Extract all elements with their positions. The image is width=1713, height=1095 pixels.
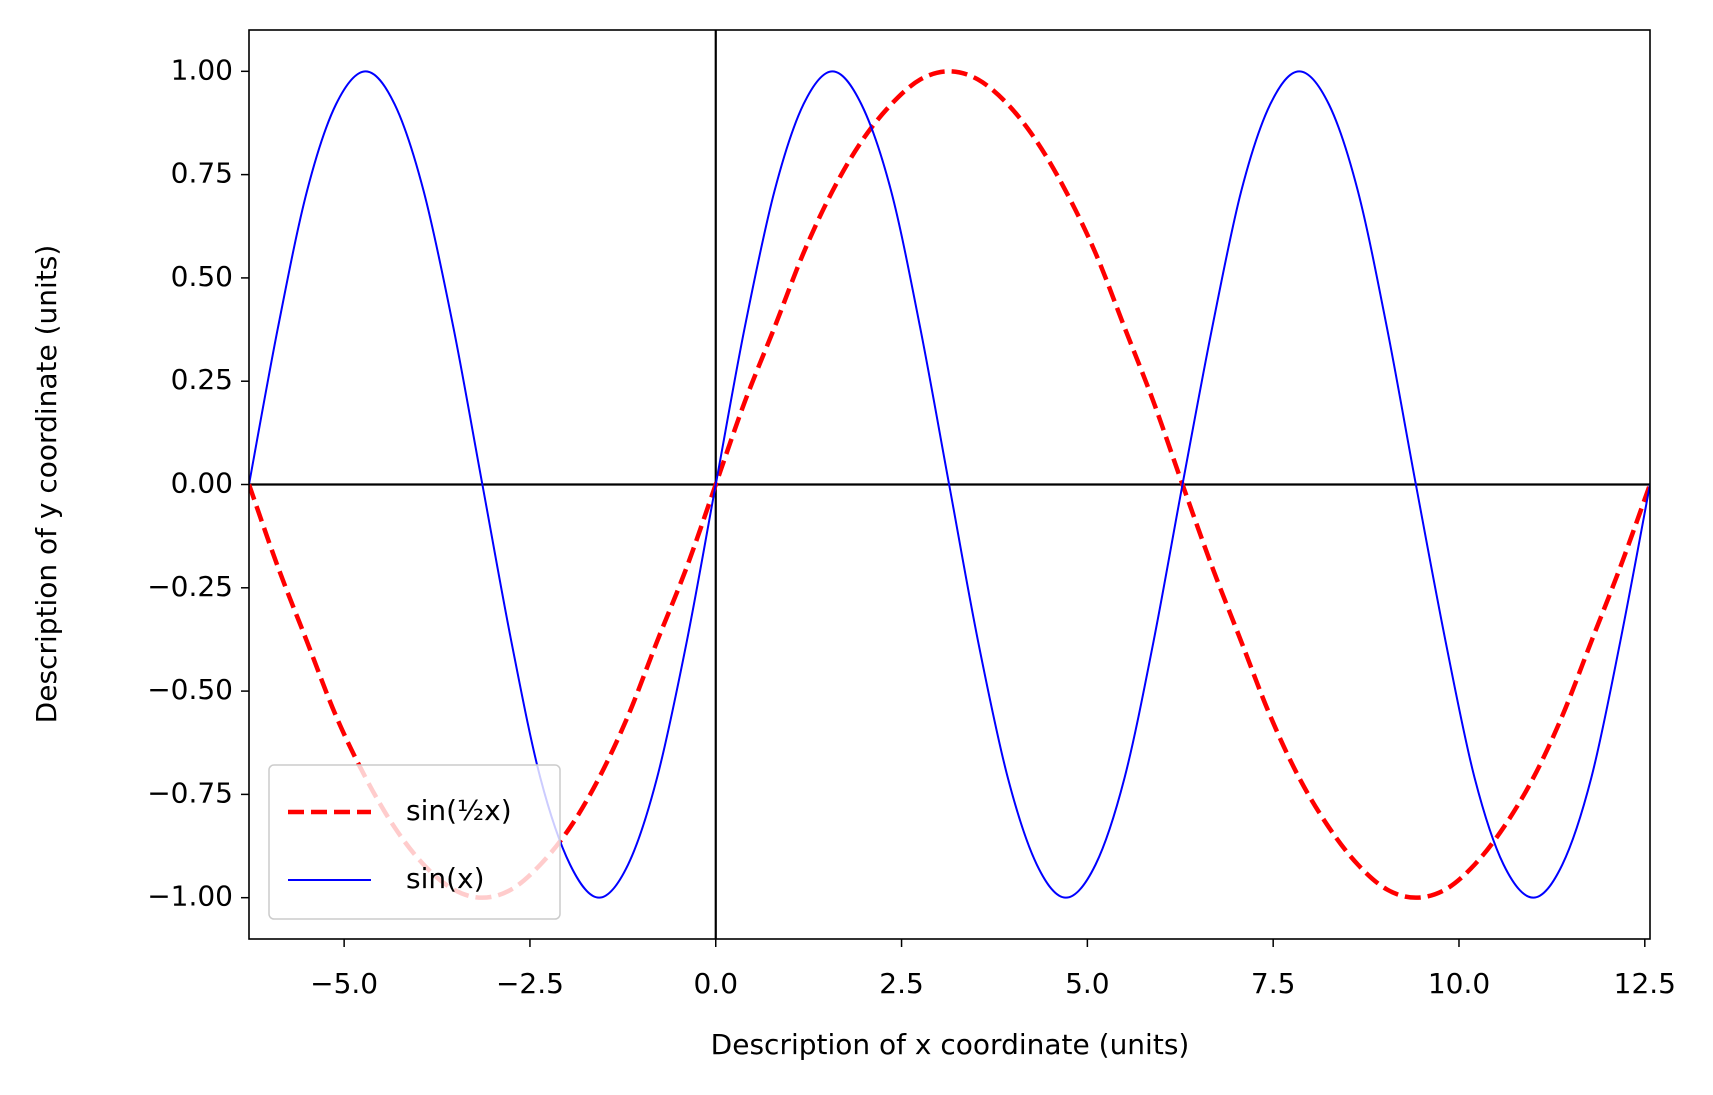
y-tick-label: −1.00: [147, 880, 233, 913]
y-tick-label: 0.00: [171, 467, 233, 500]
x-tick-label: 5.0: [1065, 967, 1110, 1000]
series-line: [249, 70, 1650, 899]
x-tick-label: −5.0: [310, 967, 378, 1000]
y-tick-label: −0.50: [147, 673, 233, 706]
x-tick-label: 2.5: [879, 967, 924, 1000]
y-tick-label: 0.50: [171, 260, 233, 293]
y-tick-label: 1.00: [171, 53, 233, 86]
x-tick-label: 10.0: [1428, 967, 1490, 1000]
legend-label: sin(½x): [406, 794, 512, 827]
y-axis-label: Description of y coordinate (units): [30, 245, 63, 724]
x-tick-label: −2.5: [496, 967, 564, 1000]
y-tick-label: 0.25: [171, 363, 233, 396]
y-tick-label: −0.75: [147, 776, 233, 809]
axes-frame: [248, 29, 1651, 940]
x-axis-label: Description of x coordinate (units): [711, 1028, 1190, 1061]
x-tick-label: 12.5: [1614, 967, 1676, 1000]
legend-label: sin(x): [406, 862, 485, 895]
y-tick-label: 0.75: [171, 157, 233, 190]
x-tick-label: 0.0: [693, 967, 738, 1000]
y-tick-label: −0.25: [147, 570, 233, 603]
x-tick-label: 7.5: [1251, 967, 1296, 1000]
legend-box: [268, 764, 561, 920]
